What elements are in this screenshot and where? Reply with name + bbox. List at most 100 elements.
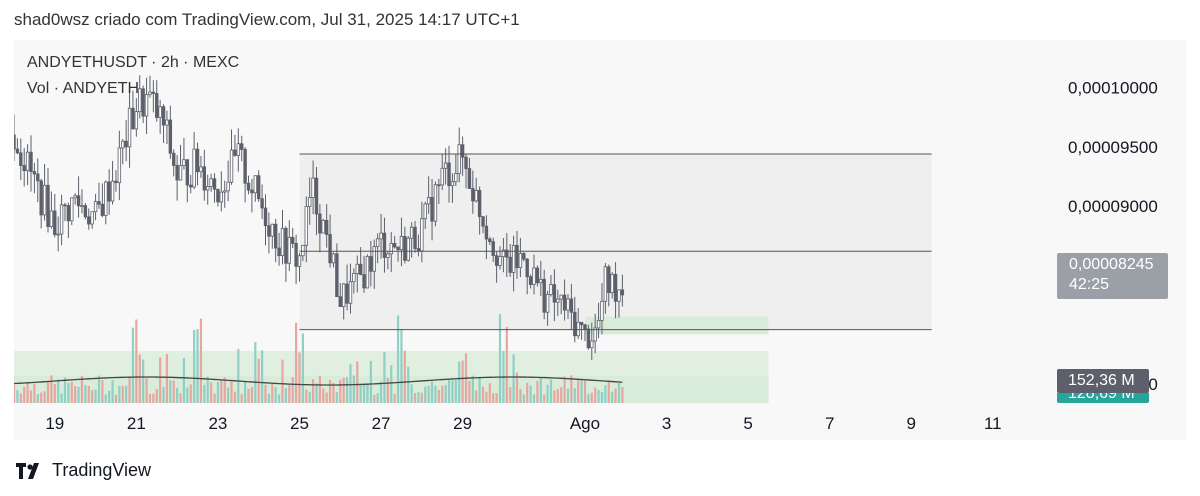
- candle-body: [73, 195, 77, 199]
- candle-body: [267, 225, 271, 237]
- volume-bar: [444, 385, 447, 403]
- candle-body: [338, 296, 342, 307]
- volume-bar: [475, 390, 478, 403]
- volume-bar: [94, 389, 97, 403]
- candle-body: [498, 256, 502, 266]
- candle-body: [121, 140, 125, 149]
- candle-body: [134, 111, 139, 130]
- candle-body: [253, 175, 258, 194]
- x-axis-tick-label: 21: [127, 414, 146, 433]
- candle-body: [494, 255, 499, 266]
- candle-body: [182, 159, 186, 166]
- candle-body: [590, 340, 594, 349]
- candle-body: [19, 152, 23, 166]
- volume-bar: [53, 384, 56, 403]
- volume-bar: [155, 389, 158, 403]
- chart-panel[interactable]: 0,000100000,000095000,000090000,00008500…: [12, 40, 1186, 440]
- volume-bar: [148, 393, 152, 403]
- volume-bar: [277, 394, 281, 403]
- candle-body: [263, 207, 268, 227]
- candle-body: [488, 238, 492, 243]
- volume-bar: [376, 393, 379, 403]
- volume-bar: [573, 388, 576, 403]
- chart-attribution: shad0wsz criado com TradingView.com, Jul…: [14, 10, 520, 29]
- candle-body: [355, 263, 359, 274]
- candle-body: [131, 107, 135, 130]
- candle-body: [569, 298, 574, 313]
- candle-body: [535, 267, 540, 284]
- volume-bar: [356, 361, 359, 403]
- candle-body: [212, 178, 217, 190]
- candle-body: [586, 328, 591, 349]
- volume-bar: [172, 380, 175, 403]
- candle-body: [335, 253, 339, 298]
- candle-body: [399, 236, 404, 251]
- candle-body: [144, 94, 149, 117]
- volume-bar: [305, 389, 308, 403]
- candle-body: [66, 205, 71, 222]
- candle-body: [199, 166, 203, 173]
- volume-bar: [492, 393, 495, 403]
- candle-body: [437, 184, 441, 187]
- volume-bar: [563, 376, 566, 403]
- candle-body: [290, 236, 295, 244]
- volume-bar: [298, 352, 301, 403]
- volume-legend[interactable]: Vol · ANDYETH: [27, 80, 140, 97]
- volume-bar: [80, 375, 84, 403]
- volume-bar: [240, 394, 243, 403]
- volume-bar: [301, 333, 304, 403]
- volume-bar: [417, 392, 420, 403]
- price-chart[interactable]: 0,000100000,000095000,000090000,00008500…: [12, 40, 1186, 440]
- x-axis-tick-label: 3: [662, 414, 671, 433]
- candle-body: [532, 267, 536, 285]
- volume-bar: [437, 389, 440, 403]
- candle-body: [97, 201, 101, 205]
- volume-bar: [427, 385, 430, 403]
- candle-body: [484, 225, 489, 240]
- candle-body: [189, 184, 193, 188]
- volume-bar: [29, 390, 33, 403]
- candle-body: [301, 244, 305, 257]
- candle-body: [369, 256, 373, 272]
- candle-body: [324, 219, 329, 235]
- candle-body: [518, 253, 523, 268]
- volume-bar: [478, 376, 481, 403]
- volume-bar: [281, 359, 284, 403]
- candle-body: [229, 149, 234, 183]
- candle-body: [596, 320, 601, 329]
- candle-body: [447, 162, 451, 187]
- volume-bar: [70, 381, 73, 403]
- x-axis-tick-label: 11: [984, 414, 1002, 433]
- volume-bar: [203, 385, 206, 403]
- candle-body: [423, 203, 427, 220]
- candle-body: [491, 241, 495, 256]
- volume-bar: [206, 376, 209, 403]
- volume-bar: [587, 394, 590, 403]
- volume-bar: [50, 375, 53, 403]
- volume-bar: [332, 382, 335, 403]
- volume-bar: [199, 318, 203, 403]
- volume-bar: [74, 385, 77, 403]
- candle-body: [443, 162, 448, 169]
- candle-body: [148, 91, 152, 95]
- candle-body: [175, 165, 179, 181]
- candle-body: [505, 249, 509, 258]
- y-axis-tick-label: 0,00009000: [1068, 197, 1158, 216]
- candle-body: [522, 253, 526, 260]
- candle-body: [613, 273, 618, 302]
- candle-body: [219, 191, 224, 203]
- candle-body: [124, 140, 128, 148]
- candle-body: [566, 298, 570, 311]
- footer-branding[interactable]: TradingView: [16, 460, 151, 481]
- volume-bar: [505, 326, 508, 403]
- volume-secondary-tag: 128,69 M: [1057, 393, 1149, 403]
- volume-bar: [485, 391, 488, 403]
- bar-countdown: 42:25: [1069, 276, 1110, 293]
- volume-bar: [250, 387, 254, 403]
- candle-body: [76, 195, 81, 207]
- volume-bar: [600, 392, 604, 403]
- volume-bar: [322, 388, 325, 403]
- candle-body: [413, 226, 417, 249]
- symbol-legend[interactable]: ANDYETHUSDT · 2h · MEXC: [27, 54, 240, 71]
- volume-bar: [420, 392, 423, 403]
